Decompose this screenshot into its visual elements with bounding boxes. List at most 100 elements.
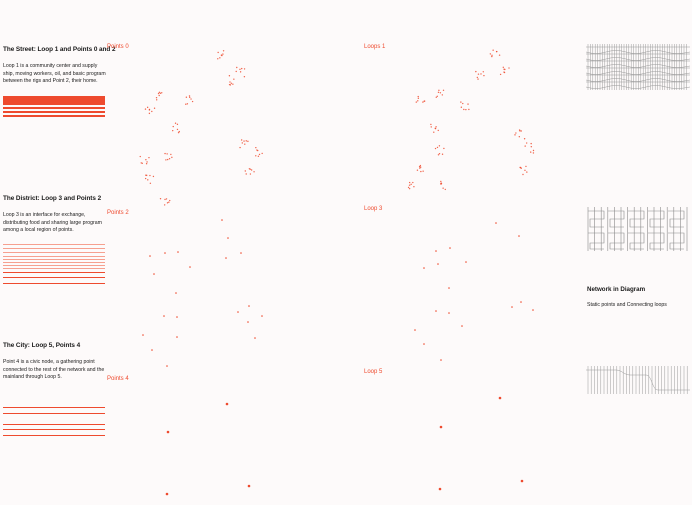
point-dot — [145, 158, 147, 161]
point-dot — [225, 257, 227, 259]
point-dot — [149, 182, 152, 185]
point-dot — [144, 177, 147, 180]
point-dot — [532, 152, 535, 154]
point-dot — [503, 71, 506, 74]
point-dot — [441, 94, 444, 96]
point-dot — [250, 169, 253, 171]
point-dot — [244, 170, 246, 172]
point-dot — [477, 78, 479, 80]
point-dot — [239, 71, 242, 73]
point-dot — [247, 484, 251, 488]
point-dot — [439, 92, 442, 94]
point-dot — [247, 140, 249, 143]
network-title: Network in Diagram — [587, 286, 646, 293]
point-dot — [423, 100, 426, 102]
point-dot — [532, 149, 535, 152]
point-dot — [233, 78, 235, 80]
point-dot — [491, 55, 493, 58]
point-dot — [254, 337, 256, 339]
city-title: The City: Loop 5, Points 4 — [3, 342, 81, 349]
network-subtitle: Static points and Connecting loops — [587, 302, 667, 308]
point-dot — [177, 251, 179, 253]
point-dot — [149, 174, 151, 177]
point-dot — [413, 186, 415, 188]
point-dot — [419, 164, 422, 167]
point-dot — [189, 96, 191, 99]
point-dot — [222, 53, 224, 55]
point-dot — [155, 97, 158, 99]
point-dot — [169, 199, 171, 202]
point-dot — [440, 183, 442, 185]
point-dot — [462, 102, 464, 105]
district-bar — [3, 265, 105, 266]
point-dot — [257, 155, 260, 158]
point-dot — [166, 158, 169, 161]
point-dot — [483, 74, 485, 77]
point-dot — [165, 159, 167, 161]
point-dot — [151, 110, 153, 113]
point-dot — [525, 142, 528, 144]
point-dot — [441, 153, 444, 155]
point-dot — [241, 67, 243, 70]
point-dot — [153, 273, 155, 275]
point-dot — [166, 202, 169, 204]
point-dot — [532, 309, 534, 311]
point-dot — [476, 76, 479, 79]
point-dot — [520, 130, 522, 132]
point-dot — [436, 146, 439, 149]
district-bar — [3, 277, 105, 278]
district-section: The District: Loop 3 and Points 2 Loop 3… — [3, 195, 107, 235]
point-dot — [514, 134, 516, 136]
street-bar — [3, 96, 105, 105]
point-dot — [146, 161, 148, 163]
point-dot — [168, 158, 171, 160]
street-body: Loop 1 is a community center and supply … — [3, 63, 106, 85]
point-dot — [408, 184, 411, 186]
point-dot — [526, 171, 528, 173]
point-dot — [149, 255, 151, 257]
network-loop — [586, 369, 690, 391]
point-dot — [225, 402, 229, 406]
point-dot — [190, 98, 192, 100]
district-title: The District: Loop 3 and Points 2 — [3, 195, 102, 202]
network-loop — [608, 210, 625, 250]
point-dot — [239, 146, 241, 149]
point-dot — [247, 321, 249, 323]
point-dot — [227, 237, 229, 239]
point-dot — [171, 156, 173, 159]
point-dot — [437, 263, 439, 265]
district-bar — [3, 256, 105, 257]
point-dot — [176, 316, 178, 318]
point-dot — [239, 68, 241, 71]
point-dot — [146, 106, 149, 109]
point-dot — [443, 147, 445, 150]
point-dot — [522, 173, 524, 176]
point-dot — [460, 106, 463, 108]
district-bar — [3, 248, 105, 249]
point-dot — [188, 95, 191, 97]
point-dot — [418, 165, 421, 168]
point-dot — [240, 252, 242, 254]
point-dot — [435, 250, 437, 252]
point-dot — [158, 91, 161, 94]
point-dot — [423, 343, 425, 345]
point-dot — [442, 187, 444, 189]
panel-label-points4: Points 4 — [107, 376, 129, 382]
point-dot — [219, 57, 221, 59]
point-dot — [158, 94, 160, 97]
point-dot — [511, 306, 513, 308]
point-dot — [489, 53, 492, 55]
point-dot — [491, 54, 493, 56]
point-dot — [245, 173, 247, 175]
point-dot — [152, 175, 155, 178]
point-dot — [228, 75, 231, 77]
point-dot — [477, 73, 480, 75]
point-dot — [498, 396, 502, 400]
point-dot — [416, 169, 419, 171]
point-dot — [241, 142, 244, 144]
point-dot — [439, 425, 443, 429]
point-dot — [408, 187, 411, 190]
network-diagram-street — [586, 44, 690, 90]
network-loop — [586, 64, 690, 68]
